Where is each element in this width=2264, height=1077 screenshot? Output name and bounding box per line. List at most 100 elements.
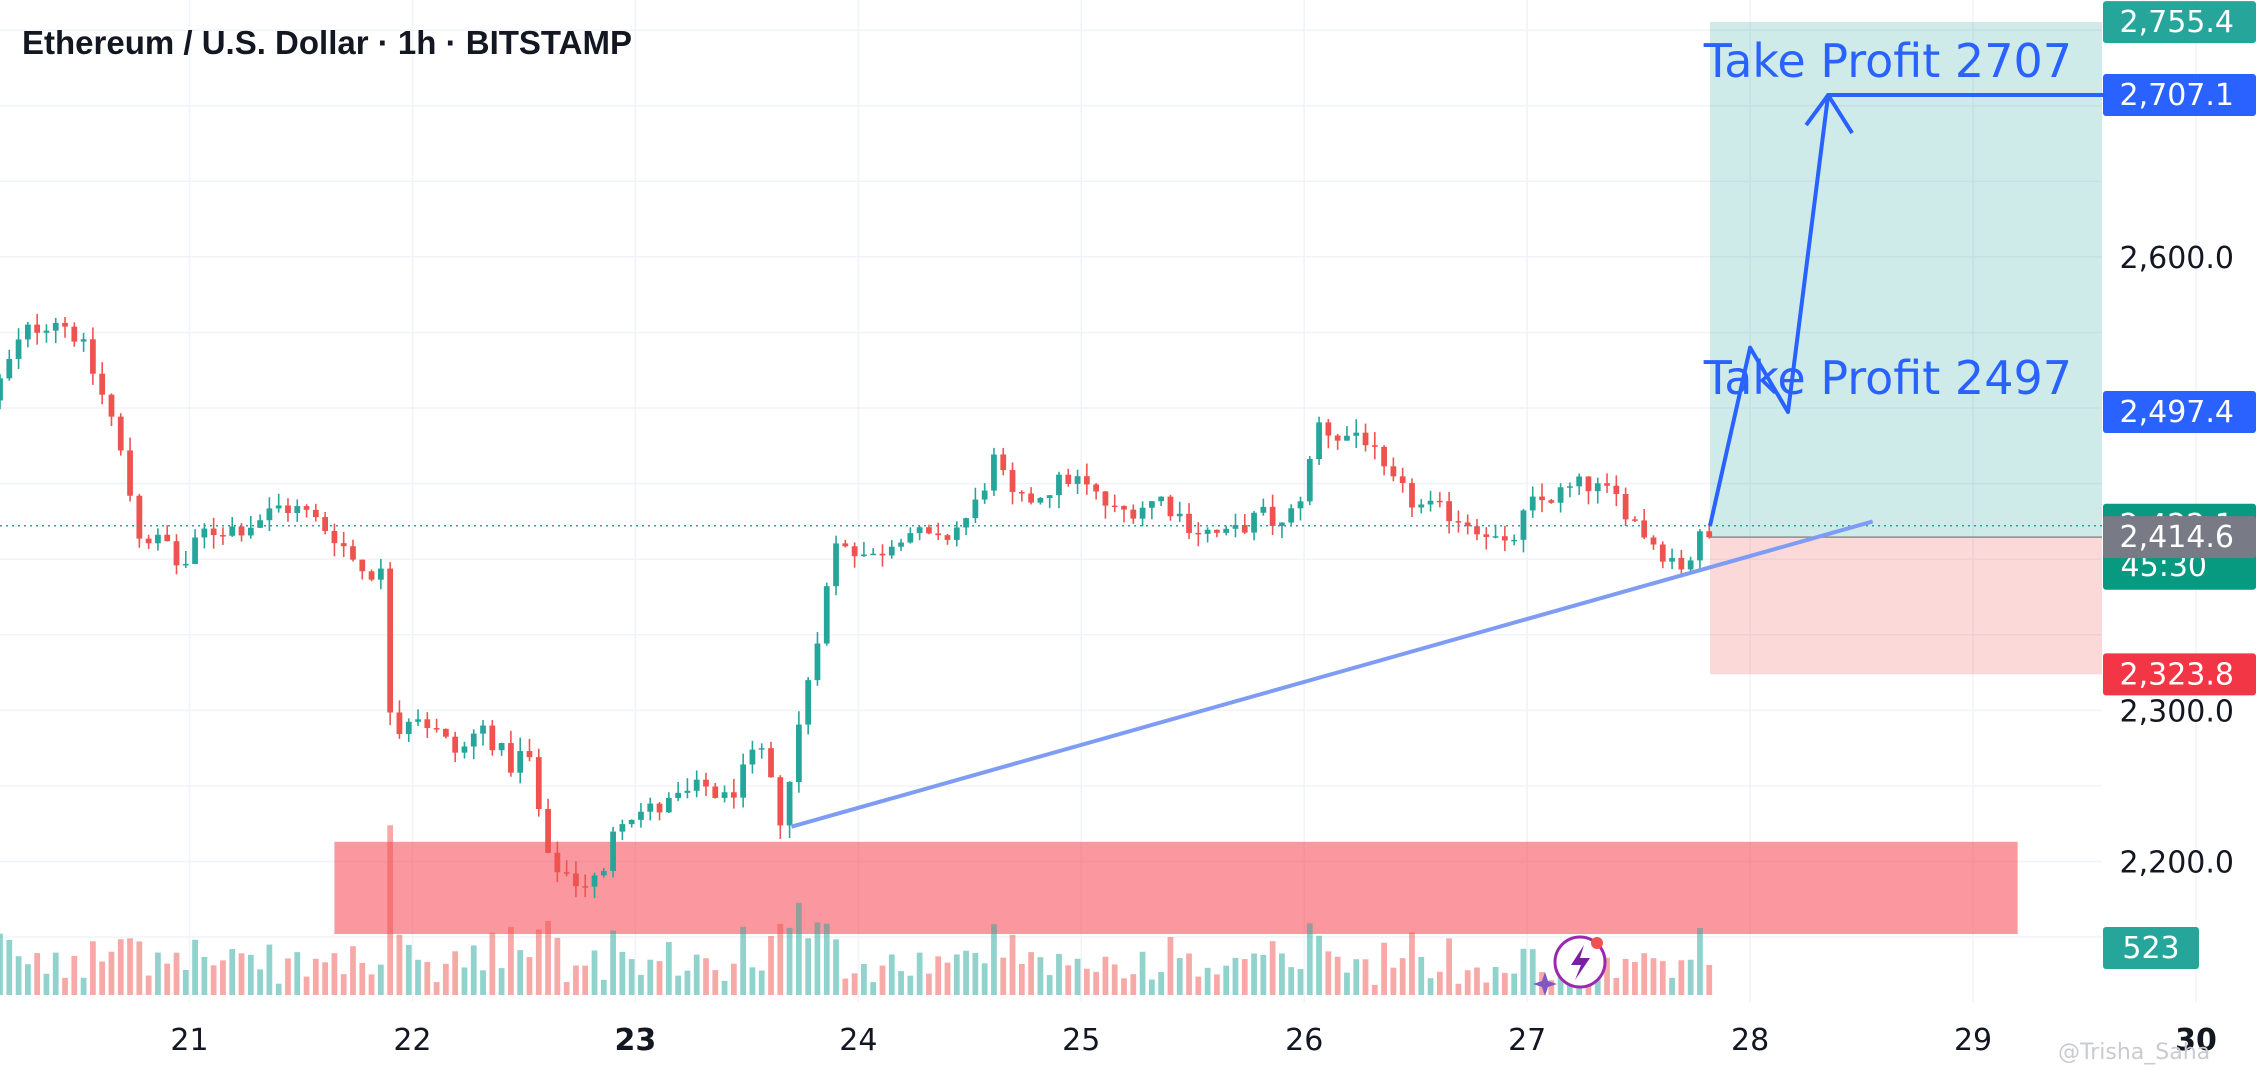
candle-body bbox=[1093, 484, 1100, 492]
candle-body bbox=[1083, 476, 1090, 485]
candle-body bbox=[1409, 483, 1415, 508]
candle-body bbox=[210, 528, 217, 536]
candle-body bbox=[1483, 534, 1490, 537]
volume-bar bbox=[675, 975, 681, 995]
volume-bar bbox=[898, 971, 904, 995]
price-axis[interactable]: 2,200.0 2,300.0 2,600.0 2,755.4 2,707.1 2,497… bbox=[2103, 1, 2256, 969]
demand-zone bbox=[334, 841, 2018, 934]
candle-body bbox=[396, 712, 403, 734]
candle-body bbox=[1241, 525, 1248, 533]
volume-bar bbox=[0, 933, 3, 995]
volume-bar bbox=[768, 936, 774, 995]
price-tick-label: 2,200.0 bbox=[2119, 845, 2234, 880]
volume-bar bbox=[777, 923, 784, 995]
volume-bar bbox=[433, 982, 440, 995]
candle-body bbox=[916, 527, 923, 534]
price-label-stop: 2,323.8 bbox=[2103, 653, 2256, 696]
volume-bar bbox=[1204, 967, 1211, 995]
time-tick-label: 22 bbox=[393, 1023, 431, 1058]
volume-bar bbox=[684, 970, 691, 995]
volume-bar bbox=[127, 938, 133, 995]
volume-bar bbox=[1093, 971, 1100, 995]
candle-body bbox=[1334, 435, 1341, 441]
candle-body bbox=[257, 520, 263, 528]
candle-body bbox=[350, 546, 356, 560]
volume-bar bbox=[814, 922, 821, 995]
volume-bar bbox=[1279, 953, 1285, 995]
volume-bar bbox=[1139, 951, 1146, 995]
volume-bar bbox=[340, 974, 347, 995]
candle-body bbox=[220, 535, 226, 537]
volume-bar bbox=[907, 975, 914, 995]
candle-body bbox=[526, 751, 533, 758]
volume-bar bbox=[1464, 970, 1471, 995]
drawing-lines bbox=[0, 93, 2219, 829]
candle-body bbox=[368, 571, 375, 580]
volume-bar bbox=[953, 954, 960, 995]
time-tick-label: 29 bbox=[1954, 1023, 1992, 1058]
volume-bar bbox=[1511, 973, 1518, 995]
volume-bar bbox=[926, 973, 932, 995]
candle-body bbox=[1316, 422, 1322, 460]
candle-body bbox=[638, 811, 644, 820]
candle-body bbox=[452, 736, 459, 753]
time-tick-label: 27 bbox=[1508, 1023, 1546, 1058]
candle-body bbox=[535, 757, 542, 809]
volume-bar bbox=[1381, 942, 1387, 995]
candle-body bbox=[1641, 520, 1648, 538]
volume-bar bbox=[424, 961, 431, 995]
volume-bar bbox=[350, 946, 356, 995]
candle-body bbox=[443, 728, 449, 737]
price-label-target: 2,497.4 bbox=[2103, 390, 2256, 433]
volume-bar bbox=[1678, 960, 1685, 995]
candle-body bbox=[1669, 557, 1675, 562]
profit-zone bbox=[1709, 22, 2102, 538]
candle-body bbox=[1529, 496, 1536, 511]
volume-bar bbox=[1613, 977, 1620, 995]
candle-body bbox=[870, 553, 877, 556]
volume-bar bbox=[303, 976, 310, 995]
candle-body bbox=[1548, 500, 1555, 503]
tradingview-logo-icon[interactable] bbox=[1533, 935, 1607, 996]
candle-body bbox=[6, 358, 13, 379]
volume-bar bbox=[1697, 928, 1703, 995]
candle-body bbox=[1000, 454, 1007, 471]
candle-body bbox=[777, 777, 784, 826]
volume-bar bbox=[1687, 959, 1694, 995]
volume-bar bbox=[712, 970, 719, 995]
candle-body bbox=[1632, 519, 1638, 521]
candle-body bbox=[1604, 483, 1610, 486]
volume-bar bbox=[545, 920, 551, 995]
volume-bar bbox=[480, 970, 486, 995]
candle-body bbox=[1204, 529, 1211, 534]
candle-body bbox=[703, 779, 709, 787]
candle-body bbox=[155, 534, 161, 544]
candle-body bbox=[573, 873, 579, 887]
candle-body bbox=[275, 505, 282, 509]
volume-bar bbox=[1028, 952, 1034, 995]
volume-bar bbox=[210, 965, 217, 995]
candle-body bbox=[1139, 507, 1146, 519]
volume-bar bbox=[1325, 951, 1332, 995]
author-watermark: @Trisha_Saha bbox=[2058, 1040, 2211, 1065]
candle-body bbox=[359, 559, 366, 572]
candle-body bbox=[1678, 557, 1685, 570]
volume-bar bbox=[1520, 948, 1527, 995]
volume-bar bbox=[405, 944, 412, 995]
candle-body bbox=[182, 563, 189, 566]
candle-body bbox=[294, 506, 301, 514]
chart-title: Ethereum / U.S. Dollar · 1h · BITSTAMP bbox=[22, 24, 632, 61]
take-profit-annotation: Take Profit 2707 bbox=[1703, 34, 2072, 88]
time-axis[interactable]: 21 22 23 24 25 26 27 28 29 30 bbox=[170, 1023, 2216, 1058]
volume-bar bbox=[1241, 959, 1248, 995]
volume-bar bbox=[851, 973, 858, 995]
price-label-target: 2,707.1 bbox=[2103, 74, 2256, 117]
price-label-box bbox=[2103, 74, 2256, 117]
time-tick-label: 24 bbox=[839, 1023, 877, 1058]
volume-bar bbox=[786, 927, 793, 995]
volume-bar bbox=[145, 975, 152, 995]
volume-bar bbox=[1669, 977, 1675, 995]
candle-body bbox=[861, 554, 867, 557]
candle-body bbox=[1065, 474, 1072, 484]
